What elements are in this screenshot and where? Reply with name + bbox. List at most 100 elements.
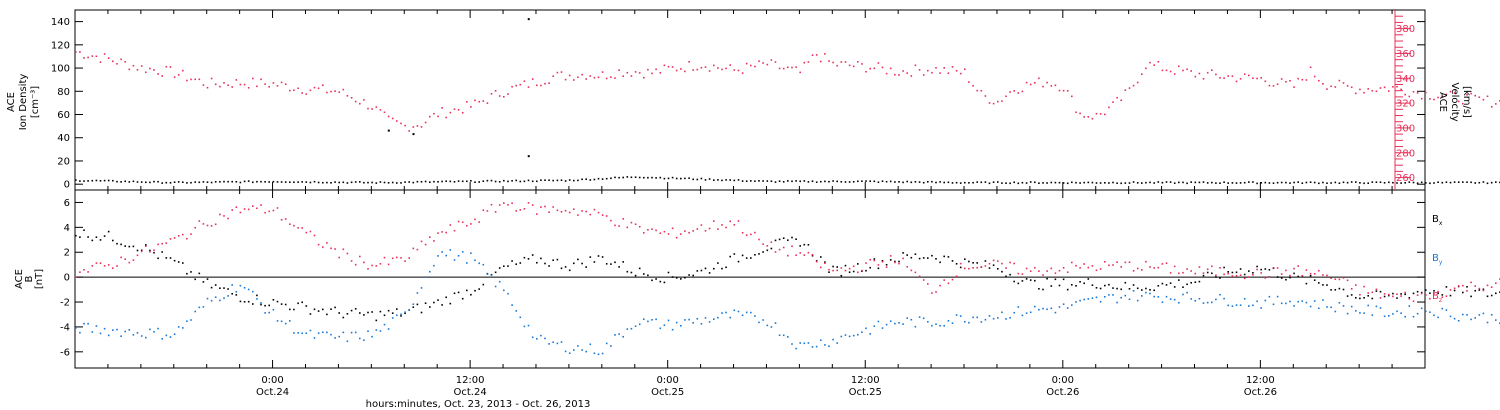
series-bz-point — [1383, 293, 1386, 295]
series-bz-point — [548, 211, 550, 213]
velocity-series-point — [190, 78, 192, 81]
velocity-series-point — [99, 61, 102, 63]
series-by-point — [132, 334, 135, 336]
series-bx-point — [787, 239, 789, 241]
velocity-series-point — [1252, 77, 1254, 79]
series-bz-point — [807, 251, 810, 254]
series-bx-point — [1132, 284, 1135, 286]
density-series-point — [1099, 182, 1102, 184]
density-series-point — [1437, 181, 1439, 183]
density-series-point — [750, 180, 752, 182]
velocity-series-point — [626, 71, 629, 74]
series-bz-point — [1161, 263, 1164, 265]
series-by-point — [1305, 301, 1308, 304]
density-series-point — [1050, 181, 1053, 184]
density-series-point — [1215, 182, 1217, 184]
series-bz-point — [202, 223, 205, 225]
density-series-point — [1388, 181, 1390, 184]
density-series-point — [243, 180, 246, 183]
density-outlier-point — [527, 18, 530, 21]
series-bz-point — [219, 213, 221, 216]
series-bx-point — [466, 289, 468, 292]
density-series-point — [305, 181, 308, 183]
velocity-series-point — [1272, 85, 1275, 87]
velocity-series-point — [243, 83, 246, 86]
density-series-point — [494, 180, 497, 183]
series-bz-point — [371, 264, 373, 267]
velocity-series-point — [910, 75, 913, 77]
series-by-point — [618, 333, 620, 335]
velocity-series-point — [564, 78, 567, 81]
density-series-point — [1141, 182, 1143, 184]
series-by-point — [1495, 319, 1497, 321]
series-bz-point — [1038, 270, 1040, 272]
series-by-point — [927, 321, 929, 323]
velocity-series-point — [149, 67, 151, 70]
series-bz-point — [910, 269, 913, 272]
series-bx-point — [264, 304, 266, 307]
density-series-point — [733, 179, 736, 182]
x-tick-label-day: Oct.25 — [651, 387, 684, 398]
series-bx — [75, 229, 1500, 322]
series-bx-point — [1124, 281, 1127, 284]
velocity-series-point — [1429, 98, 1431, 100]
density-series-point — [1248, 181, 1250, 183]
velocity-series-point — [445, 116, 447, 119]
series-bz-point — [140, 250, 143, 253]
density-series-point — [585, 178, 587, 180]
series-bz-point — [383, 256, 386, 259]
velocity-series-point — [1318, 79, 1320, 82]
velocity-tick-label: 340 — [1396, 74, 1415, 85]
density-series-point — [256, 180, 258, 183]
density-series-point — [445, 180, 447, 182]
density-series-point — [1371, 181, 1374, 183]
density-series-point — [688, 177, 690, 179]
series-by-point — [140, 335, 143, 337]
series-by-point — [461, 251, 464, 253]
series-bz-point — [1050, 267, 1053, 270]
series-bx-point — [927, 257, 929, 259]
series-bz-point — [861, 269, 863, 272]
series-bx-point — [638, 267, 641, 270]
series-by-point — [284, 322, 287, 325]
series-bx-point — [1268, 269, 1271, 271]
series-by-point — [1198, 297, 1201, 300]
series-bx-point — [984, 260, 987, 262]
density-series-point — [848, 181, 851, 183]
series-bz-point — [585, 210, 587, 213]
density-title-line1: ACE — [6, 92, 17, 112]
velocity-series-point — [1017, 92, 1020, 94]
series-bx-point — [346, 313, 349, 315]
velocity-series-point — [404, 124, 406, 127]
series-bx-point — [1034, 279, 1036, 282]
density-series-point — [737, 179, 740, 181]
series-bx-point — [1453, 289, 1456, 292]
series-bz-point — [1441, 296, 1444, 298]
series-bz-point — [1280, 273, 1283, 275]
density-series-point — [1025, 182, 1028, 184]
velocity-series-point — [186, 79, 188, 82]
series-bz-point — [815, 260, 818, 263]
series-bz-point — [626, 226, 629, 229]
density-series-point — [1252, 181, 1254, 183]
velocity-series-point — [618, 69, 620, 71]
velocity-series-point — [1050, 85, 1053, 87]
series-by-point — [1445, 309, 1448, 311]
field-title-line1: ACE — [14, 269, 25, 289]
series-by-point — [515, 310, 517, 312]
series-bx-point — [1248, 270, 1250, 272]
series-bz-point — [260, 204, 262, 206]
velocity-series-point — [317, 87, 320, 90]
series-by-point — [1178, 301, 1180, 304]
series-by-point — [112, 329, 114, 331]
series-bx-point — [338, 312, 340, 314]
series-bz-point — [1416, 294, 1419, 296]
series-bz-point — [1482, 289, 1485, 292]
density-series-point — [770, 180, 773, 182]
density-series-point — [832, 180, 834, 182]
density-series-point — [1260, 182, 1262, 184]
density-series-point — [560, 179, 563, 181]
velocity-series-point — [1433, 98, 1435, 101]
series-by-point — [931, 324, 933, 327]
series-bx-point — [1330, 289, 1332, 291]
